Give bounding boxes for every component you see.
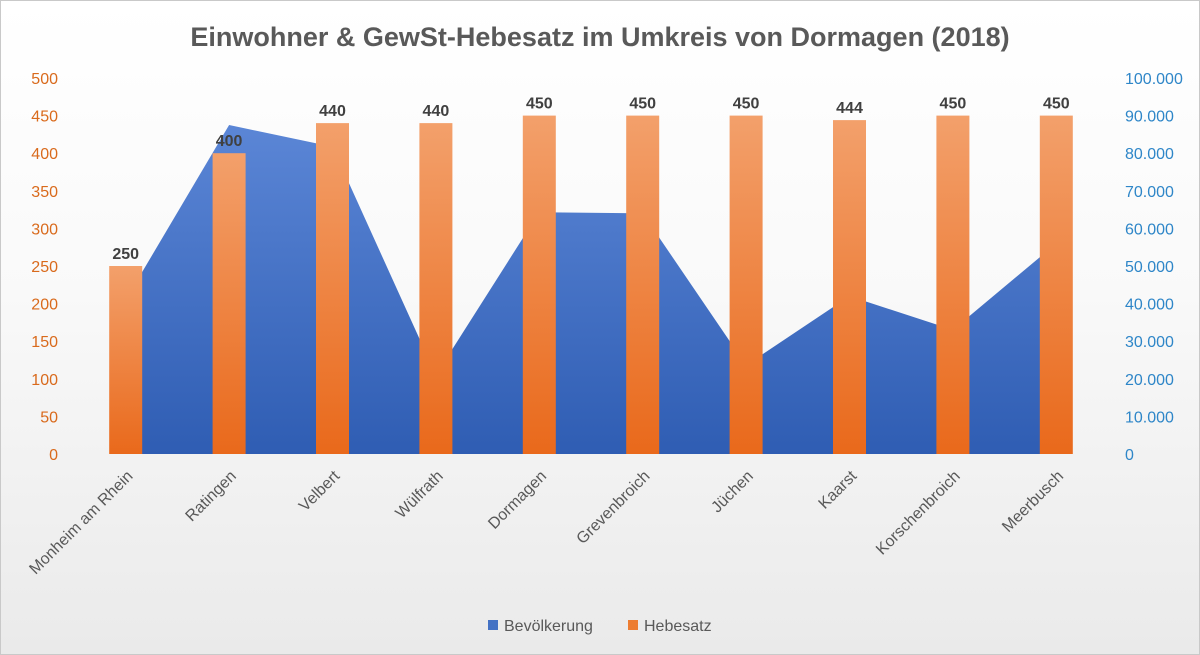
legend-swatch-bevoelkerung xyxy=(488,620,498,630)
hebesatz-bar-korschenbroich xyxy=(936,115,970,454)
hebesatz-bar-grevenbroich xyxy=(626,115,660,454)
right-tick-label: 90.000 xyxy=(1125,109,1174,126)
category-axis: Monheim am Rhein Ratingen Velbert Wülfrath D… xyxy=(26,467,1067,578)
right-axis: 0 10.000 20.000 30.000 40.000 50.000 60.000 70.… xyxy=(1125,71,1183,464)
left-tick-label: 150 xyxy=(31,334,58,351)
hebesatz-label-korschenbroich: 450 xyxy=(940,96,967,113)
right-tick-label: 60.000 xyxy=(1125,221,1174,238)
category-label-grevenbroich: Grevenbroich xyxy=(574,468,654,548)
hebesatz-label-meerbusch: 450 xyxy=(1043,96,1070,113)
hebesatz-label-dormagen: 450 xyxy=(526,96,553,113)
hebesatz-label-ratingen: 400 xyxy=(216,133,243,150)
category-label-dormagen: Dormagen xyxy=(485,468,550,533)
category-label-korschenbroich: Korschenbroich xyxy=(873,468,964,559)
left-tick-label: 300 xyxy=(31,221,58,238)
hebesatz-label-juchen: 450 xyxy=(733,96,760,113)
left-tick-label: 500 xyxy=(31,71,58,88)
right-tick-label: 10.000 xyxy=(1125,409,1174,426)
left-tick-label: 200 xyxy=(31,297,58,314)
hebesatz-bar-kaarst xyxy=(833,120,866,454)
left-tick-label: 350 xyxy=(31,184,58,201)
right-tick-label: 0 xyxy=(1125,447,1134,464)
left-tick-label: 450 xyxy=(31,109,58,126)
data-label-layer: 250 400 440 440 450 450 450 444 450 450 xyxy=(112,96,1069,263)
hebesatz-bar-juchen xyxy=(729,115,763,454)
hebesatz-label-grevenbroich: 450 xyxy=(629,96,656,113)
right-tick-label: 80.000 xyxy=(1125,146,1174,163)
population-area-layer xyxy=(125,125,1057,454)
left-tick-label: 250 xyxy=(31,259,58,276)
right-tick-label: 70.000 xyxy=(1125,184,1174,201)
hebesatz-label-kaarst: 444 xyxy=(836,100,863,117)
hebesatz-bar-velbert xyxy=(316,123,349,455)
left-axis: 0 50 100 150 200 250 300 350 400 450 500 xyxy=(31,71,58,464)
chart-title: Einwohner & GewSt-Hebesatz im Umkreis vo… xyxy=(190,22,1009,52)
right-tick-label: 50.000 xyxy=(1125,259,1174,276)
category-label-meerbusch: Meerbusch xyxy=(999,468,1067,536)
hebesatz-label-monheim-am-rhein: 250 xyxy=(112,246,139,263)
hebesatz-bar-wulfrath xyxy=(419,123,453,455)
legend-label-hebesatz: Hebesatz xyxy=(644,618,712,635)
category-label-monheim-am-rhein: Monheim am Rhein xyxy=(26,468,136,578)
hebesatz-bar-dormagen xyxy=(522,115,556,454)
legend-label-bevoelkerung: Bevölkerung xyxy=(504,618,593,635)
category-label-ratingen: Ratingen xyxy=(183,468,240,525)
hebesatz-label-velbert: 440 xyxy=(319,103,346,120)
category-label-kaarst: Kaarst xyxy=(816,467,861,512)
category-label-wulfrath: Wülfrath xyxy=(393,468,447,522)
right-tick-label: 30.000 xyxy=(1125,334,1174,351)
hebesatz-label-wulfrath: 440 xyxy=(423,103,450,120)
hebesatz-bar-monheim-am-rhein xyxy=(109,266,143,454)
category-label-juchen: Jüchen xyxy=(708,468,757,517)
hebesatz-bar-meerbusch xyxy=(1039,115,1073,454)
hebesatz-bar-layer xyxy=(109,115,1073,455)
left-tick-label: 400 xyxy=(31,146,58,163)
left-tick-label: 50 xyxy=(40,409,58,426)
right-tick-label: 100.000 xyxy=(1125,71,1183,88)
legend-swatch-hebesatz xyxy=(628,620,638,630)
right-tick-label: 20.000 xyxy=(1125,372,1174,389)
left-tick-label: 100 xyxy=(31,372,58,389)
hebesatz-bar-ratingen xyxy=(212,153,246,454)
category-label-velbert: Velbert xyxy=(296,467,344,515)
right-tick-label: 40.000 xyxy=(1125,297,1174,314)
population-area xyxy=(125,125,1057,454)
legend: Bevölkerung Hebesatz xyxy=(488,618,712,635)
left-tick-label: 0 xyxy=(49,447,58,464)
